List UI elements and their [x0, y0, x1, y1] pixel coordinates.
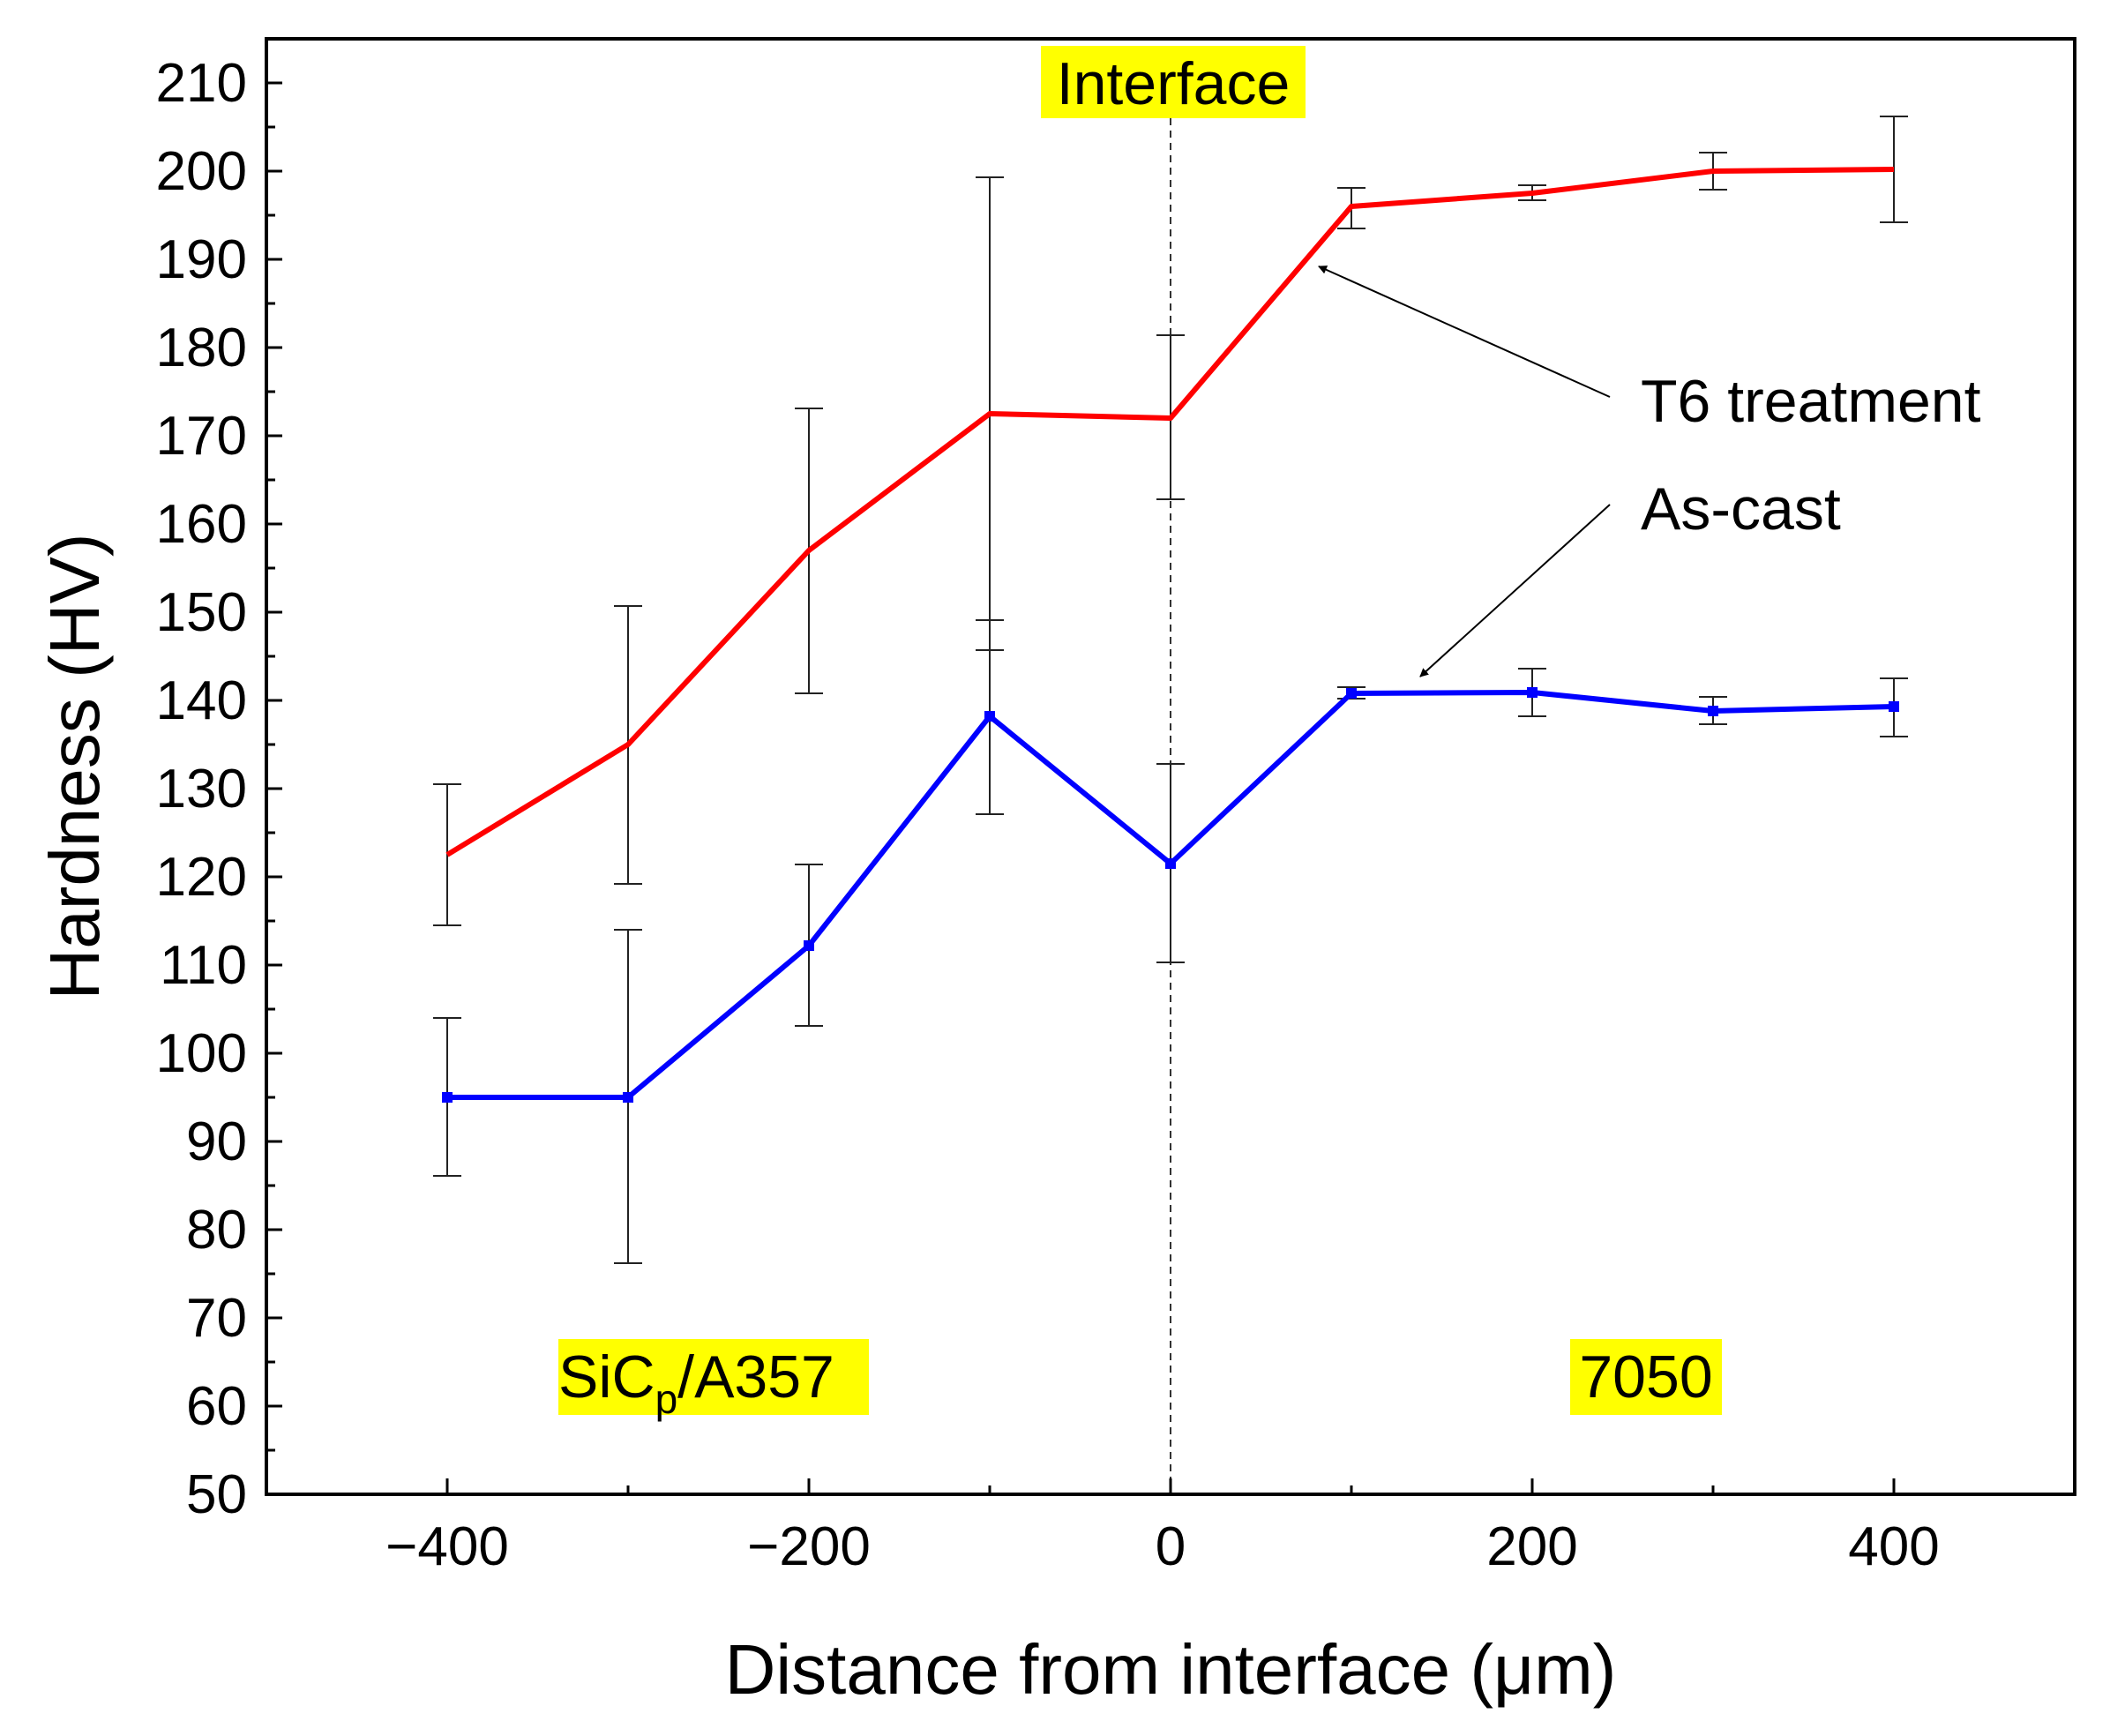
x-tick-label: 0	[1156, 1516, 1186, 1577]
x-axis-label: Distance from interface (μm)	[725, 1630, 1617, 1709]
ascast-data-point	[1527, 687, 1538, 698]
ascast-data-point	[1889, 701, 1899, 712]
x-axis-ticks: −400 −200 0 200 400	[265, 1478, 2076, 1577]
y-tick-label: 160	[156, 494, 247, 555]
y-tick-label: 190	[156, 229, 247, 290]
t6-annotation: T6 treatment	[1641, 368, 1981, 435]
y-tick-label: 60	[186, 1376, 247, 1437]
x-tick-label: −200	[747, 1516, 871, 1577]
ascast-data-point	[623, 1092, 633, 1103]
ascast-annotation: As-cast	[1641, 475, 1841, 542]
left-region-label: SiCp/A357	[558, 1343, 834, 1422]
y-tick-label: 140	[156, 670, 247, 731]
y-axis-ticks: 50 60 70 80 90 100 110 120 130 140 150 160 170 180 190…	[156, 53, 282, 1525]
y-tick-label: 100	[156, 1023, 247, 1084]
ascast-data-point	[984, 711, 995, 722]
y-tick-label: 110	[160, 935, 247, 996]
y-tick-label: 210	[156, 53, 247, 114]
ascast-data-point	[804, 940, 814, 951]
t6-series-line	[445, 167, 1895, 857]
y-tick-label: 80	[186, 1200, 247, 1261]
ascast-annotation-arrow	[1419, 504, 1611, 677]
interface-label-highlight	[1041, 46, 1306, 118]
x-tick-label: 400	[1848, 1516, 1939, 1577]
x-tick-label: −400	[385, 1516, 509, 1577]
y-tick-label: 170	[156, 406, 247, 467]
y-tick-label: 50	[186, 1464, 247, 1525]
y-tick-label: 90	[186, 1111, 247, 1172]
ascast-data-point	[442, 1092, 453, 1103]
left-region-highlight	[558, 1339, 869, 1415]
ascast-data-point	[1165, 858, 1176, 869]
right-region-label: 7050	[1579, 1343, 1712, 1410]
ascast-data-point	[1708, 706, 1718, 716]
ascast-data-point	[1346, 688, 1357, 699]
left-region-tail: /A357	[677, 1343, 834, 1410]
y-tick-label: 130	[156, 759, 247, 819]
t6-annotation-arrow	[1318, 266, 1611, 398]
interface-label: Interface	[1057, 50, 1291, 117]
y-tick-label: 180	[156, 318, 247, 378]
data-markers	[442, 687, 1899, 1103]
y-tick-label: 200	[156, 141, 247, 202]
right-region-highlight	[1570, 1339, 1722, 1415]
y-tick-label: 120	[156, 847, 247, 908]
y-axis-label: Hardness (HV)	[35, 533, 114, 999]
left-region-main: SiC	[558, 1343, 655, 1410]
y-tick-label: 70	[186, 1288, 247, 1349]
x-tick-label: 200	[1486, 1516, 1577, 1577]
left-region-subscript: p	[655, 1376, 678, 1422]
y-tick-label: 150	[156, 582, 247, 643]
